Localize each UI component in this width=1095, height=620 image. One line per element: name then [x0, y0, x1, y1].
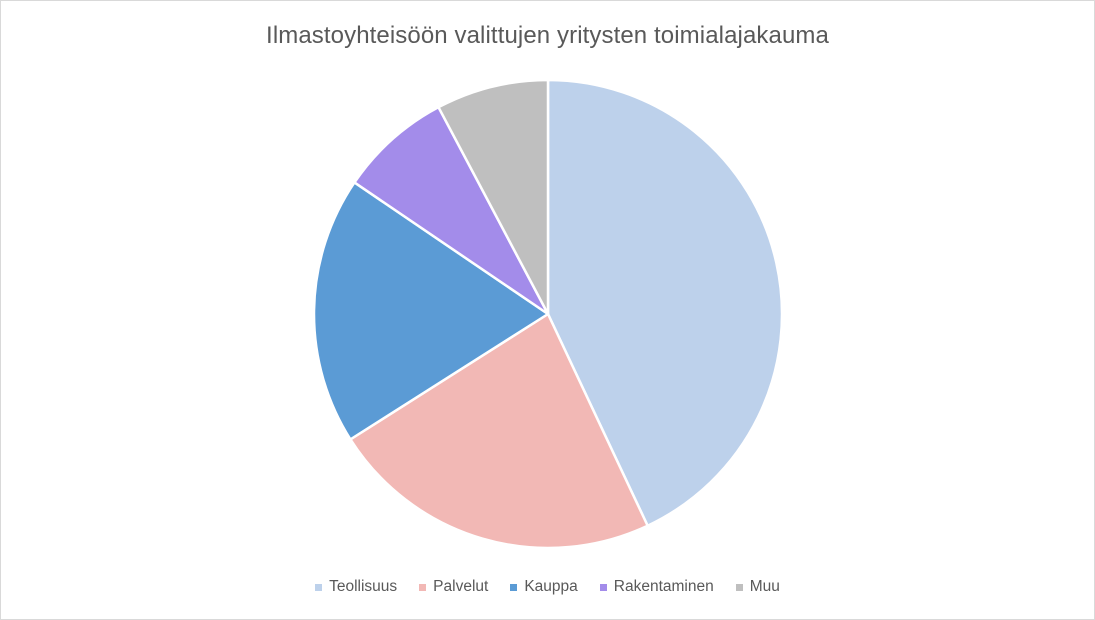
legend-label: Rakentaminen [613, 578, 714, 595]
legend-swatch [510, 583, 518, 591]
pie-slice-kauppa [312, 181, 550, 441]
legend-item-kauppa: Kauppa [510, 578, 578, 596]
legend-label: Muu [749, 578, 780, 595]
legend-item-muu: Muu [735, 578, 780, 596]
legend-item-palvelut: Palvelut [419, 578, 488, 596]
pie-slice-muu [437, 78, 550, 316]
legend-swatch [419, 583, 427, 591]
legend-item-teollisuus: Teollisuus [315, 578, 397, 596]
legend-label: Palvelut [433, 578, 489, 595]
legend-swatch [735, 583, 743, 591]
legend-label: Teollisuus [329, 578, 398, 595]
chart-legend: Teollisuus Palvelut Kauppa Rakentaminen Muu [1, 578, 1094, 596]
pie-slice-rakentaminen [353, 105, 550, 316]
legend-swatch [599, 583, 607, 591]
legend-item-rakentaminen: Rakentaminen [599, 578, 714, 596]
legend-swatch [315, 583, 323, 591]
chart-title: Ilmastoyhteisöön valittujen yritysten to… [266, 22, 829, 49]
pie-slice-teollisuus [546, 78, 784, 527]
pie-slice-palvelut [349, 312, 649, 550]
legend-label: Kauppa [524, 578, 578, 595]
